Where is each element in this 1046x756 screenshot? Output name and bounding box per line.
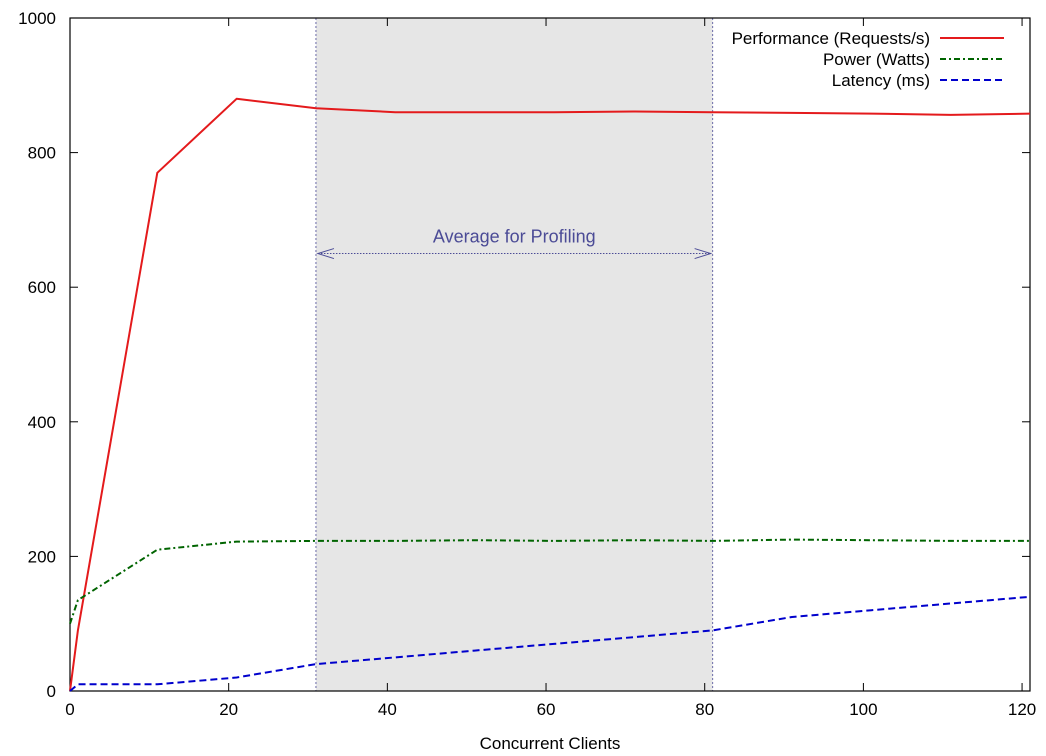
y-tick-label: 600 [28, 278, 56, 297]
annotation-arrowhead-left [316, 248, 335, 260]
legend-label-latency-ms: Latency (ms) [832, 71, 930, 90]
x-tick-label: 60 [537, 700, 556, 719]
series-layer [69, 97, 1031, 692]
y-tick-label: 800 [28, 144, 56, 163]
shaded-region-layer [315, 18, 714, 691]
x-tick-label: 20 [219, 700, 238, 719]
annotation-arrowhead-right [694, 248, 713, 260]
series-line-latency-ms [69, 595, 1031, 692]
x-tick-label: 0 [65, 700, 74, 719]
y-tick-label: 400 [28, 413, 56, 432]
legend-label-power-watts: Power (Watts) [823, 50, 930, 69]
series-line-power-watts [69, 538, 1030, 625]
series-line-performance-requests-s [69, 97, 1031, 692]
y-tick-label: 200 [28, 547, 56, 566]
x-tick-label: 40 [378, 700, 397, 719]
x-tick-label: 80 [695, 700, 714, 719]
annotation-average-for-profiling: Average for Profiling [433, 227, 596, 247]
shaded-region [315, 18, 713, 691]
ticks-layer: 0 20 40 60 80 100 120 0 200 400 600 800 1000 [18, 9, 1036, 719]
y-tick-label: 1000 [18, 9, 56, 28]
x-tick-label: 100 [849, 700, 877, 719]
plot-frame [69, 17, 1031, 692]
annotation-layer: Average for Profiling [316, 227, 713, 260]
legend: Performance (Requests/s) Power (Watts) Lat… [732, 29, 1004, 90]
y-tick-label: 0 [47, 682, 56, 701]
x-axis-title: Concurrent Clients [480, 734, 621, 753]
x-tick-label: 120 [1008, 700, 1036, 719]
legend-label-performance-requests-s: Performance (Requests/s) [732, 29, 930, 48]
